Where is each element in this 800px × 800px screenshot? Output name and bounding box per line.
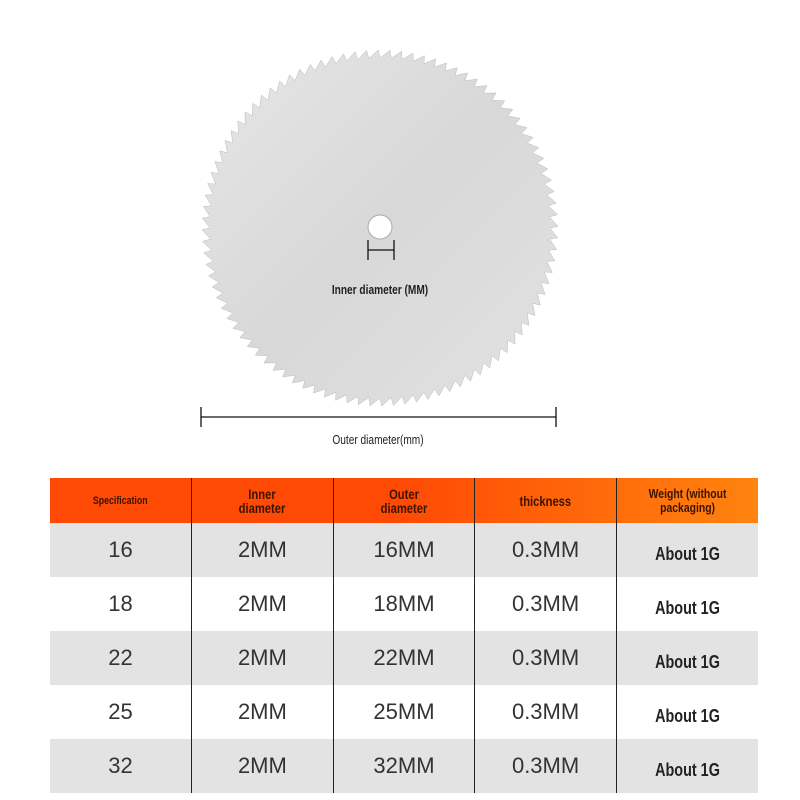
table-row: 16 2MM 16MM 0.3MM About 1G bbox=[50, 523, 758, 577]
table-cell: 25MM bbox=[332, 685, 475, 739]
table-row: 22 2MM 22MM 0.3MM About 1G bbox=[50, 631, 758, 685]
table-cell: 18 bbox=[50, 577, 192, 631]
header-outer-diameter: Outer diameter bbox=[332, 478, 475, 523]
table-cell: About 1G bbox=[615, 523, 758, 577]
table-cell: 0.3MM bbox=[474, 685, 617, 739]
table-cell: 2MM bbox=[191, 739, 334, 793]
inner-diameter-dimension-line bbox=[367, 240, 395, 260]
table-row: 18 2MM 18MM 0.3MM About 1G bbox=[50, 577, 758, 631]
table-cell: 18MM bbox=[332, 577, 475, 631]
table-cell: 16MM bbox=[332, 523, 475, 577]
outer-diameter-dimension-line bbox=[200, 407, 557, 427]
table-cell: About 1G bbox=[615, 685, 758, 739]
table-cell: 0.3MM bbox=[474, 577, 617, 631]
arbor-hole bbox=[367, 214, 393, 240]
inner-diameter-label: Inner diameter (MM) bbox=[331, 282, 429, 297]
table-cell: 2MM bbox=[191, 577, 334, 631]
header-specification: Specification bbox=[50, 478, 192, 523]
table-cell: About 1G bbox=[615, 631, 758, 685]
table-cell: 22 bbox=[50, 631, 192, 685]
specification-table: Specification Inner diameter Outer diame… bbox=[50, 478, 758, 793]
table-cell: 0.3MM bbox=[474, 523, 617, 577]
table-cell: About 1G bbox=[615, 577, 758, 631]
table-cell: 2MM bbox=[191, 523, 334, 577]
table-cell: 2MM bbox=[191, 631, 334, 685]
table-cell: 0.3MM bbox=[474, 739, 617, 793]
table-row: 32 2MM 32MM 0.3MM About 1G bbox=[50, 739, 758, 793]
table-cell: 16 bbox=[50, 523, 192, 577]
table-cell: 22MM bbox=[332, 631, 475, 685]
header-weight: Weight (without packaging) bbox=[615, 478, 758, 523]
table-cell: 25 bbox=[50, 685, 192, 739]
table-cell: 32MM bbox=[332, 739, 475, 793]
table-row: 25 2MM 25MM 0.3MM About 1G bbox=[50, 685, 758, 739]
saw-blade-diagram bbox=[200, 49, 559, 427]
table-header-row: Specification Inner diameter Outer diame… bbox=[50, 478, 758, 523]
table-cell: About 1G bbox=[615, 739, 758, 793]
header-inner-diameter: Inner diameter bbox=[191, 478, 334, 523]
header-thickness: thickness bbox=[474, 478, 617, 523]
table-cell: 2MM bbox=[191, 685, 334, 739]
table-cell: 0.3MM bbox=[474, 631, 617, 685]
outer-diameter-label: Outer diameter(mm) bbox=[332, 432, 424, 447]
table-cell: 32 bbox=[50, 739, 192, 793]
